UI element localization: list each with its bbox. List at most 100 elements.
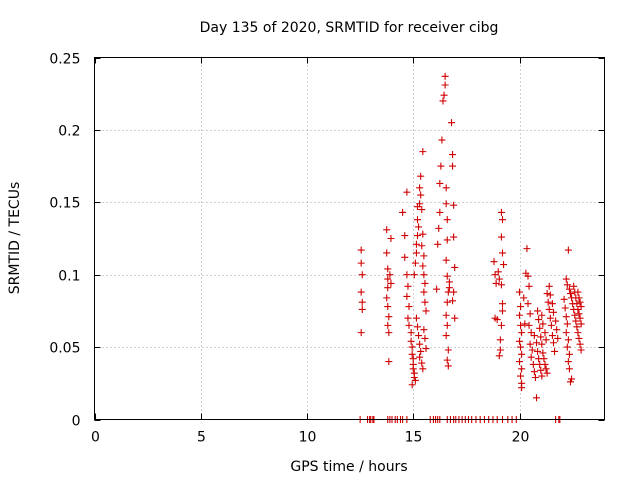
data-point: [422, 307, 430, 315]
data-point: [495, 275, 503, 283]
data-point: [448, 119, 455, 127]
data-point: [538, 340, 546, 348]
data-point: [539, 320, 547, 328]
data-point: [414, 216, 421, 224]
data-point: [386, 271, 394, 279]
data-point: [357, 288, 365, 296]
data-point: [434, 240, 442, 248]
data-point: [422, 345, 430, 353]
data-point: [420, 326, 428, 334]
data-point: [523, 245, 531, 253]
data-point: [531, 374, 539, 382]
data-point: [534, 307, 542, 315]
data-point: [524, 300, 532, 308]
data-point: [442, 256, 450, 264]
data-point: [418, 206, 426, 214]
data-point: [403, 188, 411, 196]
data-point: [412, 314, 420, 322]
data-point: [491, 271, 499, 279]
data-point: [499, 307, 506, 315]
data-point: [419, 230, 427, 238]
data-point: [492, 279, 500, 287]
data-point: [518, 350, 526, 358]
data-point: [564, 336, 572, 344]
x-tick-label: 20: [512, 430, 530, 446]
data-point: [567, 378, 574, 386]
y-tick-label: 0.1: [58, 269, 80, 285]
data-point: [416, 353, 424, 361]
x-tick-label: 0: [91, 430, 100, 446]
data-point: [568, 375, 576, 383]
data-point: [442, 200, 450, 208]
data-point: [436, 179, 444, 187]
data-point: [445, 284, 453, 292]
x-tick-labels: 0 5 10 15 20: [91, 430, 529, 446]
data-point: [407, 337, 415, 345]
data-point: [530, 368, 538, 376]
data-point: [571, 311, 579, 319]
data-point: [405, 303, 413, 311]
data-point: [541, 360, 549, 368]
data-point: [517, 372, 525, 380]
data-point: [563, 281, 571, 289]
data-point: [383, 249, 391, 257]
data-point: [552, 317, 560, 325]
data-point: [421, 298, 429, 306]
data-point: [562, 329, 570, 337]
y-tick-label: 0.2: [58, 124, 80, 140]
data-point: [574, 305, 582, 313]
data-point: [443, 298, 451, 306]
data-point: [497, 233, 505, 241]
data-point: [561, 304, 569, 312]
data-point: [421, 334, 429, 342]
data-point: [449, 162, 457, 170]
data-point: [439, 97, 447, 105]
data-point: [530, 332, 538, 340]
data-point: [544, 298, 552, 306]
data-point: [450, 233, 458, 241]
data-point: [499, 300, 506, 308]
data-point: [517, 343, 525, 351]
data-point: [442, 332, 450, 340]
data-point: [517, 321, 525, 329]
chart-title: Day 135 of 2020, SRMTID for receiver cib…: [200, 20, 499, 36]
data-point: [383, 226, 391, 234]
data-point: [542, 365, 550, 373]
data-point: [442, 311, 450, 319]
data-point: [516, 288, 523, 296]
y-tick-labels: 0 0.05 0.1 0.15 0.2 0.25: [49, 52, 80, 430]
data-point: [419, 148, 427, 156]
data-point: [548, 300, 556, 308]
data-point: [518, 365, 526, 373]
data-point: [383, 294, 391, 302]
data-point: [404, 282, 412, 290]
data-point: [550, 308, 557, 316]
data-point: [576, 314, 584, 322]
data-point: [576, 340, 584, 348]
data-point: [521, 320, 529, 328]
data-point: [537, 333, 545, 341]
data-point: [418, 242, 426, 250]
data-point: [560, 295, 568, 303]
data-point: [516, 311, 523, 319]
data-point: [517, 303, 525, 311]
data-point: [357, 329, 365, 337]
data-point: [525, 321, 533, 329]
data-point: [533, 339, 540, 347]
data-point: [409, 365, 417, 373]
data-point: [564, 358, 572, 366]
data-point: [575, 334, 583, 342]
data-point: [499, 216, 506, 224]
data-point: [565, 285, 573, 293]
data-point: [411, 376, 419, 384]
data-point: [573, 300, 581, 308]
x-axis-label: GPS time / hours: [290, 459, 407, 475]
data-point: [533, 394, 540, 402]
axis-ticks: [94, 57, 605, 421]
data-point: [570, 282, 578, 290]
data-point: [407, 329, 415, 337]
data-point: [520, 294, 528, 302]
data-point: [358, 298, 366, 306]
data-point: [572, 317, 580, 325]
